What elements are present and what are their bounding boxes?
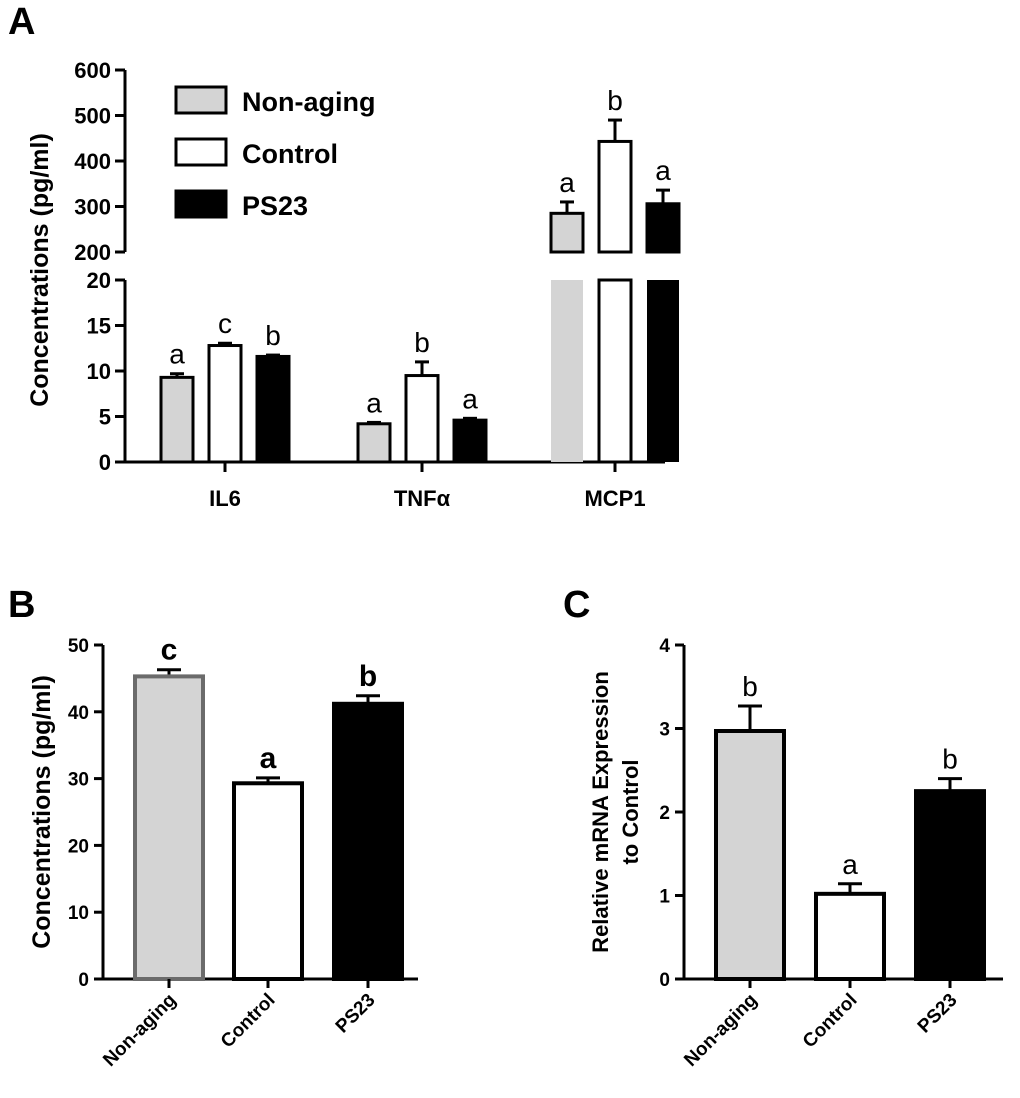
y-tick-label: 10 xyxy=(87,359,111,384)
y-axis-label: Concentrations (pg/ml) xyxy=(28,675,56,949)
bar xyxy=(404,374,440,464)
significance-letter: a xyxy=(559,167,575,198)
y-tick-label: 40 xyxy=(68,703,89,724)
x-category-label: Control xyxy=(799,990,862,1053)
x-category-label: Non-aging xyxy=(99,990,180,1071)
bar xyxy=(232,781,304,981)
significance-letter: b xyxy=(607,85,623,116)
y-tick-label: 600 xyxy=(74,58,111,83)
y-tick-label: 5 xyxy=(99,405,111,430)
legend-swatch xyxy=(174,137,228,167)
bar xyxy=(159,375,195,464)
significance-letter: a xyxy=(462,383,478,414)
significance-letter: b xyxy=(359,660,377,693)
bar xyxy=(133,674,205,981)
y-tick-label: 20 xyxy=(87,268,111,293)
significance-letter: b xyxy=(414,327,430,358)
bar xyxy=(255,354,291,464)
y-tick-label: 15 xyxy=(87,314,111,339)
significance-letter: c xyxy=(161,634,178,667)
bar xyxy=(914,789,986,981)
significance-letter: b xyxy=(265,320,281,351)
y-tick-label: 300 xyxy=(74,195,111,220)
x-category-label: TNFα xyxy=(394,486,451,511)
y-tick-label: 400 xyxy=(74,149,111,174)
legend-swatch xyxy=(174,189,228,219)
legend-label: Control xyxy=(242,139,338,169)
significance-letter: a xyxy=(260,742,277,775)
y-tick-label: 0 xyxy=(659,970,670,991)
bar xyxy=(597,139,633,254)
panel-b: B 0 10 20 30 40 50 Concentrations (pg/ml) c Non-a… xyxy=(8,584,418,1071)
y-tick-label: 0 xyxy=(78,970,89,991)
y-axis-label: Relative mRNA Expression xyxy=(588,671,613,953)
bar xyxy=(549,211,585,254)
bar xyxy=(597,278,633,464)
y-tick-label: 2 xyxy=(659,803,670,824)
y-tick-label: 50 xyxy=(68,636,89,657)
significance-letter: a xyxy=(655,155,671,186)
significance-letter: a xyxy=(366,387,382,418)
bar xyxy=(332,701,404,981)
y-axis-label: Concentrations (pg/ml) xyxy=(26,133,54,407)
bar xyxy=(647,280,679,462)
significance-letter: b xyxy=(942,744,958,775)
bar xyxy=(356,422,392,464)
significance-letter: a xyxy=(842,849,858,880)
legend-label: Non-aging xyxy=(242,87,375,117)
significance-letter: b xyxy=(742,671,758,702)
y-tick-label: 1 xyxy=(659,887,670,908)
x-category-label: PS23 xyxy=(914,990,962,1038)
y-tick-label: 10 xyxy=(68,903,89,924)
x-category-label: Control xyxy=(217,990,280,1053)
x-category-label: MCP1 xyxy=(584,486,645,511)
bar xyxy=(714,729,786,981)
x-category-label: Non-aging xyxy=(680,990,761,1071)
panel-c: C 0 1 2 3 4 Relative mRNA Expression to Control… xyxy=(563,584,1003,1071)
significance-letter: a xyxy=(169,339,185,370)
x-category-label: IL6 xyxy=(209,486,241,511)
significance-letter: c xyxy=(218,308,232,339)
legend-swatch xyxy=(174,85,228,115)
panel-letter-c: C xyxy=(563,584,590,626)
bar xyxy=(207,344,243,464)
y-tick-label: 3 xyxy=(659,720,670,741)
y-tick-label: 20 xyxy=(68,836,89,857)
y-tick-label: 30 xyxy=(68,770,89,791)
bar xyxy=(452,418,488,464)
panel-letter-b: B xyxy=(8,584,35,626)
panel-letter-a: A xyxy=(8,1,35,43)
y-axis-label: to Control xyxy=(618,759,643,864)
y-tick-label: 0 xyxy=(99,450,111,475)
legend-label: PS23 xyxy=(242,191,308,221)
y-tick-label: 500 xyxy=(74,104,111,129)
bar xyxy=(551,280,583,462)
y-tick-label: 4 xyxy=(659,636,670,657)
panel-a: A 0 5 10 15 20 200 300 400 500 600 Concentrations (… xyxy=(8,1,681,511)
bar xyxy=(645,202,681,254)
y-tick-label: 200 xyxy=(74,240,111,265)
bar xyxy=(814,891,886,982)
x-category-label: PS23 xyxy=(332,990,380,1038)
